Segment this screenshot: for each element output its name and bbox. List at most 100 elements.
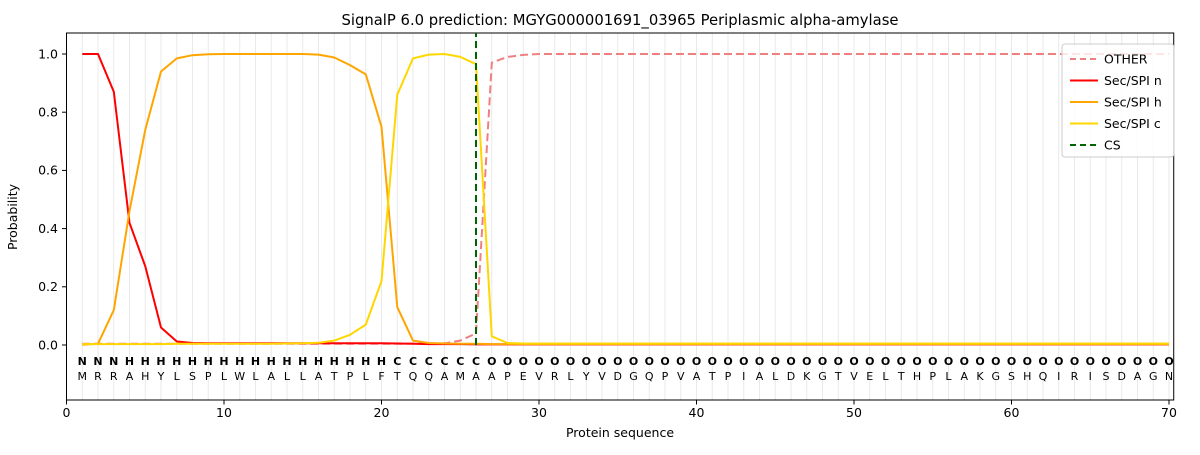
- region-label-letter: H: [156, 355, 165, 368]
- region-label-letter: O: [1133, 355, 1142, 368]
- residue-letter: Q: [409, 370, 418, 383]
- region-label-letter: H: [141, 355, 150, 368]
- region-label-letter: O: [928, 355, 937, 368]
- region-label-letter: H: [345, 355, 354, 368]
- residue-letter: R: [1071, 370, 1079, 383]
- residue-letter: P: [205, 370, 212, 383]
- region-label-letter: O: [865, 355, 874, 368]
- region-label-letter: O: [597, 355, 606, 368]
- residue-letter: F: [378, 370, 384, 383]
- residue-letter: T: [897, 370, 905, 383]
- region-label-letter: H: [219, 355, 228, 368]
- residue-letter: Y: [157, 370, 165, 383]
- residue-letter: D: [1118, 370, 1126, 383]
- residue-letter: A: [1134, 370, 1142, 383]
- region-label-letter: O: [881, 355, 890, 368]
- region-label-letter: H: [204, 355, 213, 368]
- region-label-letter: H: [125, 355, 134, 368]
- residue-letter: L: [284, 370, 291, 383]
- region-label-letter: H: [298, 355, 307, 368]
- region-label-letter: O: [818, 355, 827, 368]
- residue-letter: Q: [1039, 370, 1048, 383]
- region-label-letter: H: [172, 355, 181, 368]
- x-tick-label: 20: [374, 405, 390, 420]
- region-label-letter: C: [409, 355, 417, 368]
- residue-letter: M: [456, 370, 466, 383]
- residue-letter: G: [818, 370, 827, 383]
- residue-letter: L: [772, 370, 779, 383]
- region-label-letter: H: [314, 355, 323, 368]
- region-label-letter: O: [960, 355, 969, 368]
- residue-letter: P: [347, 370, 354, 383]
- residue-letter: A: [441, 370, 449, 383]
- residue-letter: L: [567, 370, 574, 383]
- legend-box: [1061, 43, 1175, 158]
- residue-letter: Q: [645, 370, 654, 383]
- axes-ticks-layer: 0 10 20 30 40 50 60 70 0.0 0.2 0.4 0.6 0.8 1.0: [38, 46, 1177, 420]
- region-label-letter: H: [188, 355, 197, 368]
- sequence-letters: NMNRNRHAHHHYHLHSHPHLHWHLHAHLHLHAHTHPHLHF…: [78, 355, 1174, 383]
- residue-letter: L: [252, 370, 259, 383]
- region-label-letter: O: [676, 355, 685, 368]
- residue-letter: L: [363, 370, 370, 383]
- y-tick-label: 0.8: [38, 105, 58, 120]
- residue-letter: A: [315, 370, 323, 383]
- x-tick-label: 70: [1161, 405, 1177, 420]
- residue-letter: D: [787, 370, 795, 383]
- residue-letter: A: [267, 370, 275, 383]
- region-label-letter: O: [692, 355, 701, 368]
- plot-frame: [66, 32, 1175, 401]
- sec-spi-n-curve: [82, 53, 1169, 346]
- residue-letter: K: [976, 370, 984, 383]
- residue-letter: G: [1149, 370, 1158, 383]
- region-label-letter: O: [1023, 355, 1032, 368]
- x-tick-label: 50: [846, 405, 862, 420]
- x-axis-label: Protein sequence: [566, 425, 674, 440]
- residue-letter: E: [520, 370, 527, 383]
- residue-letter: S: [1008, 370, 1015, 383]
- y-tick-label: 0.0: [38, 337, 58, 352]
- x-tick-label: 0: [63, 405, 71, 420]
- residue-letter: I: [1057, 370, 1060, 383]
- residue-letter: V: [535, 370, 543, 383]
- residue-letter: W: [234, 370, 245, 383]
- residue-letter: S: [189, 370, 196, 383]
- probability-curves: [82, 33, 1169, 346]
- residue-letter: S: [1103, 370, 1110, 383]
- region-label-letter: O: [771, 355, 780, 368]
- region-label-letter: H: [282, 355, 291, 368]
- y-tick-label: 0.4: [38, 221, 58, 236]
- residue-letter: A: [693, 370, 701, 383]
- legend-label-sec-spi-n: Sec/SPI n: [1104, 73, 1162, 88]
- region-label-letter: O: [897, 355, 906, 368]
- region-label-letter: O: [534, 355, 543, 368]
- x-tick-label: 40: [689, 405, 705, 420]
- region-label-letter: O: [975, 355, 984, 368]
- region-label-letter: O: [1007, 355, 1016, 368]
- residue-letter: G: [629, 370, 638, 383]
- region-label-letter: O: [613, 355, 622, 368]
- region-label-letter: O: [503, 355, 512, 368]
- region-label-letter: C: [472, 355, 480, 368]
- region-label-letter: O: [1054, 355, 1063, 368]
- residue-letter: H: [1023, 370, 1031, 383]
- region-label-letter: O: [1164, 355, 1173, 368]
- region-label-letter: O: [1038, 355, 1047, 368]
- region-label-letter: O: [582, 355, 591, 368]
- region-label-letter: O: [802, 355, 811, 368]
- residue-letter: L: [882, 370, 889, 383]
- x-tick-label: 60: [1004, 405, 1020, 420]
- residue-letter: A: [126, 370, 134, 383]
- residue-letter: T: [393, 370, 401, 383]
- region-label-letter: H: [377, 355, 386, 368]
- y-tick-label: 0.6: [38, 163, 58, 178]
- region-label-letter: C: [393, 355, 401, 368]
- residue-letter: P: [929, 370, 936, 383]
- x-tick-label: 30: [531, 405, 547, 420]
- region-label-letter: C: [440, 355, 448, 368]
- region-label-letter: O: [786, 355, 795, 368]
- region-label-letter: H: [235, 355, 244, 368]
- residue-letter: T: [834, 370, 842, 383]
